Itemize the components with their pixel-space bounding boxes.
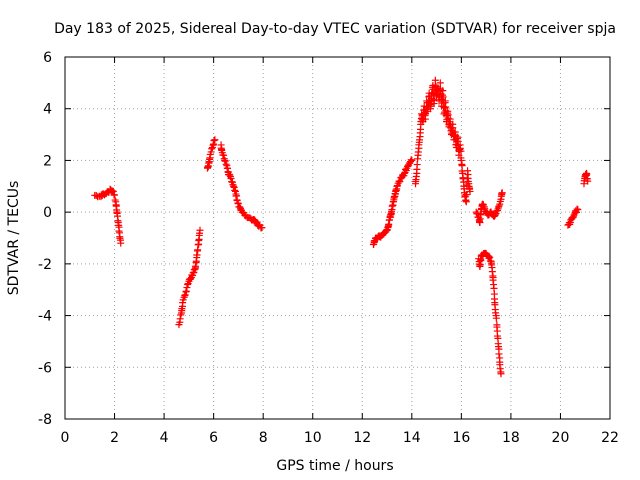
x-tick-label: 4 — [160, 430, 169, 446]
chart-title: Day 183 of 2025, Sidereal Day-to-day VTE… — [54, 21, 616, 37]
data-point — [436, 79, 444, 87]
data-point — [457, 147, 465, 155]
data-point — [208, 145, 216, 153]
data-point — [462, 198, 470, 206]
y-tick-label: -4 — [38, 309, 52, 325]
data-point — [396, 178, 404, 186]
data-point — [183, 284, 191, 292]
data-point — [226, 171, 234, 179]
y-tick-label: 4 — [43, 102, 52, 118]
data-point — [495, 350, 503, 358]
x-tick-label: 8 — [259, 430, 268, 446]
data-point — [408, 156, 416, 164]
y-tick-label: 6 — [43, 50, 52, 66]
y-tick-label: -6 — [38, 360, 52, 376]
data-point — [231, 186, 239, 194]
data-point — [466, 187, 474, 195]
data-point — [234, 200, 242, 208]
x-tick-label: 14 — [403, 430, 421, 446]
data-point — [117, 239, 125, 247]
data-point — [221, 157, 229, 165]
y-tick-label: -2 — [38, 257, 52, 273]
grid — [65, 57, 610, 419]
x-tick-label: 10 — [304, 430, 322, 446]
axis-ticks: 0 2 4 6 8 10 12 14 16 18 20 22 -8 -6 -4 -2 0 2 4 6 — [38, 50, 619, 446]
data-point — [497, 370, 505, 378]
x-tick-label: 12 — [353, 430, 371, 446]
y-tick-label: 2 — [43, 153, 52, 169]
data-point — [211, 136, 219, 144]
data-point — [176, 315, 184, 323]
data-point — [441, 97, 449, 105]
x-tick-label: 0 — [61, 430, 70, 446]
x-tick-label: 18 — [502, 430, 520, 446]
data-point — [492, 314, 500, 322]
data-point — [258, 224, 266, 232]
data-point — [220, 151, 228, 159]
x-tick-label: 20 — [552, 430, 570, 446]
data-point — [109, 187, 117, 195]
data-point — [439, 93, 447, 101]
y-tick-label: 0 — [43, 205, 52, 221]
data-point — [196, 226, 204, 234]
data-point — [92, 191, 100, 199]
data-point — [582, 171, 590, 179]
data-point — [181, 291, 189, 299]
data-points — [91, 76, 592, 378]
data-point — [229, 182, 237, 190]
data-point — [462, 191, 470, 199]
data-point — [574, 206, 582, 214]
data-point — [407, 156, 415, 164]
x-tick-label: 22 — [601, 430, 619, 446]
data-point — [191, 262, 199, 270]
data-point — [498, 189, 506, 197]
x-axis-label: GPS time / hours — [276, 458, 393, 474]
data-point — [111, 196, 119, 204]
data-point — [486, 253, 494, 261]
data-point — [110, 191, 118, 199]
x-tick-label: 16 — [452, 430, 470, 446]
data-point — [210, 137, 218, 144]
data-point — [584, 177, 592, 185]
x-tick-label: 2 — [110, 430, 119, 446]
x-tick-label: 6 — [209, 430, 218, 446]
y-tick-label: -8 — [38, 412, 52, 428]
data-point — [222, 160, 230, 168]
data-point — [439, 87, 447, 95]
y-axis-label: SDTVAR / TECUs — [6, 181, 22, 296]
plot-frame — [64, 56, 611, 420]
